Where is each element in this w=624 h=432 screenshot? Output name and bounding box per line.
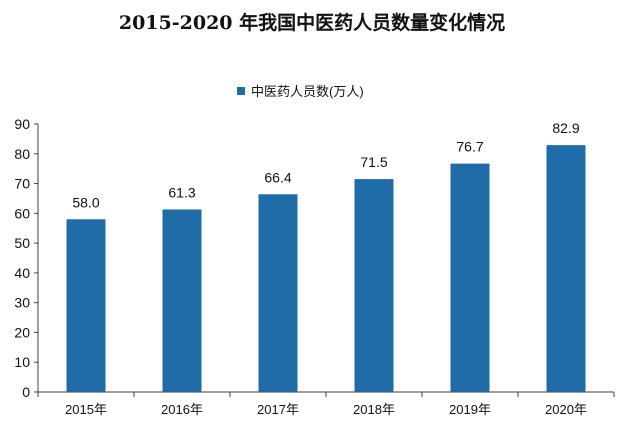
legend-swatch bbox=[237, 87, 245, 95]
x-tick-label: 2019年 bbox=[449, 402, 491, 417]
y-tick-label: 70 bbox=[14, 176, 30, 192]
y-tick-label: 30 bbox=[14, 295, 30, 311]
bar bbox=[354, 179, 394, 392]
bar bbox=[162, 209, 202, 392]
x-tick-label: 2018年 bbox=[353, 402, 395, 417]
bar bbox=[258, 194, 298, 392]
x-tick-label: 2017年 bbox=[257, 402, 299, 417]
legend-label: 中医药人员数(万人) bbox=[251, 84, 364, 99]
y-tick-label: 60 bbox=[14, 205, 30, 221]
x-tick-label: 2016年 bbox=[161, 402, 203, 417]
bar bbox=[546, 145, 586, 392]
data-label: 76.7 bbox=[456, 139, 483, 155]
data-label: 58.0 bbox=[72, 194, 99, 210]
y-tick-label: 40 bbox=[14, 265, 30, 281]
y-tick-label: 50 bbox=[14, 235, 30, 251]
y-tick-label: 90 bbox=[14, 116, 30, 132]
data-label: 61.3 bbox=[168, 184, 195, 200]
x-tick-label: 2020年 bbox=[545, 402, 587, 417]
y-tick-label: 20 bbox=[14, 324, 30, 340]
y-tick-label: 10 bbox=[14, 354, 30, 370]
bar bbox=[66, 219, 106, 392]
bar bbox=[450, 163, 490, 392]
data-label: 82.9 bbox=[552, 120, 579, 136]
chart-title: 2015-2020 年我国中医药人员数量变化情况 bbox=[118, 12, 506, 34]
x-tick-label: 2015年 bbox=[65, 402, 107, 417]
y-tick-label: 0 bbox=[22, 384, 30, 400]
y-tick-label: 80 bbox=[14, 146, 30, 162]
data-label: 71.5 bbox=[360, 154, 387, 170]
data-label: 66.4 bbox=[264, 169, 291, 185]
